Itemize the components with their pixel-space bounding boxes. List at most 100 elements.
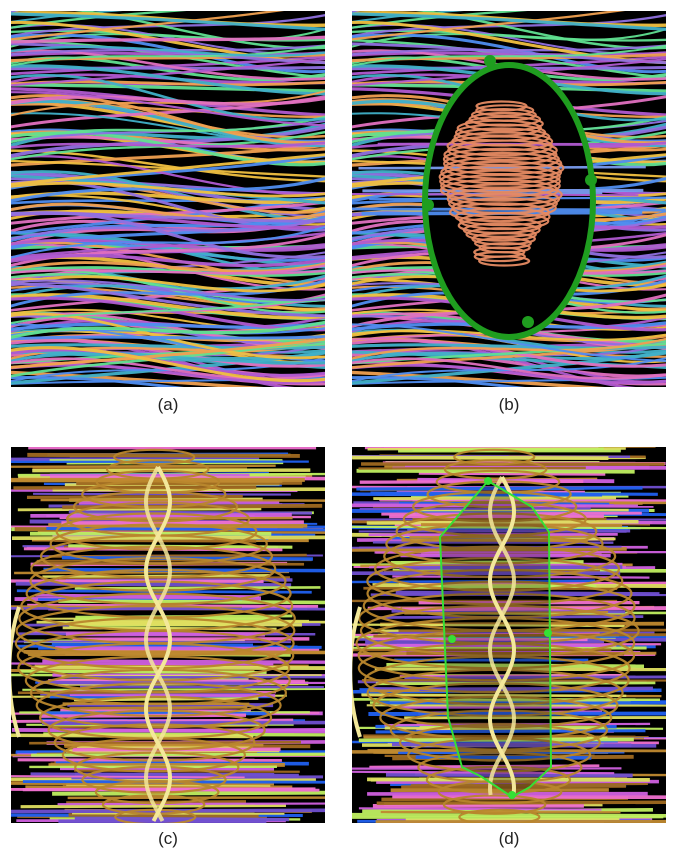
streamline [399,673,626,678]
streamline [352,375,526,387]
streamline [28,652,275,657]
lens-control-handle[interactable] [448,635,456,643]
streamline [412,499,666,505]
streamline [11,320,325,340]
streamline [11,64,325,96]
helix-turn [94,780,220,805]
streamline [352,44,666,56]
lens-control-handle[interactable] [484,477,492,485]
streamline [352,323,666,362]
streamline [11,261,325,273]
streamline [11,196,325,205]
helix-turn [437,780,563,805]
helix-turn [407,737,592,773]
streamline [365,639,605,645]
panel-a-streamlines [11,11,325,387]
helix-turn [105,459,210,480]
streamline [11,181,325,198]
lens-control-handle[interactable] [484,55,496,67]
helix-turn [454,207,551,227]
streamline [11,66,325,71]
streamline [62,503,323,510]
lens-control-handle[interactable] [544,629,552,637]
streamline [11,57,325,87]
core-helix-strand [144,466,172,822]
streamline [11,112,325,148]
streamline [69,692,276,698]
helix-turn [53,723,256,762]
streamline [11,153,325,186]
streamline [352,51,666,57]
streamline [404,675,666,680]
helix-turn [81,480,227,509]
lens-control-handle[interactable] [585,174,597,186]
streamline [11,232,325,259]
streamline [17,507,262,512]
helix-turn [81,765,227,794]
streamline [11,55,325,76]
panel-b-lens-view [352,11,666,387]
panel-c-helix-streamlines [11,447,325,823]
streamline [11,251,325,281]
streamline [11,141,325,149]
streamline [11,275,325,293]
streamline [373,496,617,500]
lens-control-handle[interactable] [522,316,534,328]
helix-turn [55,512,258,551]
streamline [57,802,325,806]
streamline [352,343,666,350]
panel-d-helix-lens [352,447,666,823]
streamline [372,571,583,576]
streamline [11,233,325,267]
streamline-image-c [11,447,325,823]
streamline [352,525,666,530]
streamline [11,95,325,106]
helix-turn [458,808,541,823]
streamline [13,485,257,490]
streamline [11,323,325,362]
streamline [11,640,291,644]
streamline [352,13,666,38]
lens-control-handle[interactable] [508,791,516,799]
streamline [361,693,627,698]
streamline [14,570,290,575]
streamline [358,165,646,170]
helix-turn [438,164,561,189]
streamline [74,816,290,822]
helix-turn [462,222,541,238]
streamline [352,455,609,460]
helix-turn [357,642,631,694]
streamline [63,621,242,625]
streamline-image-d [352,447,666,823]
streamline [352,770,615,775]
streamline [11,337,325,369]
streamline [26,494,243,499]
streamline [52,487,325,492]
streamline [11,335,325,341]
streamline [11,35,325,44]
streamline [11,370,264,387]
helix-turn [478,255,531,267]
helix-turn [439,169,561,194]
streamline [80,727,325,733]
helix-turn [374,545,621,592]
streamline [352,337,666,360]
helix-turn [113,448,196,466]
helix-turn [372,682,619,729]
streamline [370,491,658,496]
streamline-image-b [352,11,666,387]
streamline [358,807,602,811]
core-helix-strand [488,476,516,796]
caption-a: (a) [157,395,179,414]
streamline [61,520,304,525]
caption-b: (b) [498,395,520,414]
helix-turn [475,104,535,117]
streamline [352,812,666,818]
edge-streamline [352,606,362,738]
lens-control-handle[interactable] [422,199,434,211]
helix-turn [446,183,563,206]
streamline [11,11,123,23]
helix-turn [425,765,572,794]
helix-turn [473,250,526,263]
streamline [11,131,325,167]
